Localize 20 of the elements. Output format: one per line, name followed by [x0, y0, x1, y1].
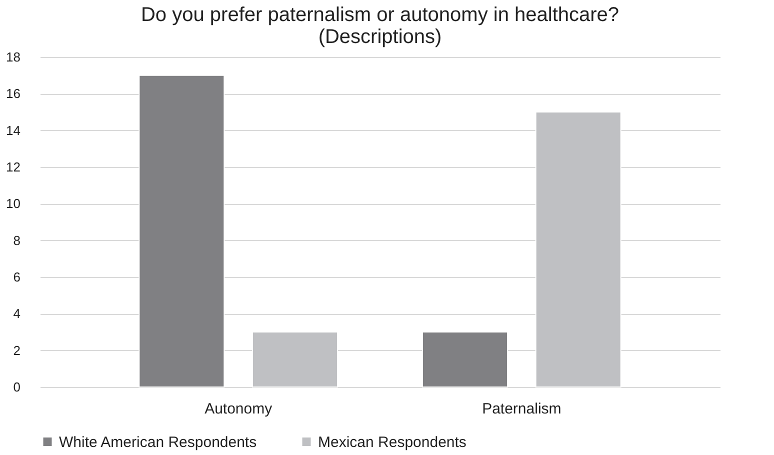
- bar: [252, 332, 338, 388]
- y-tick-label: 4: [13, 306, 20, 322]
- text: Do you prefer paternalism or autonomy in healthcare?: [140, 4, 620, 26]
- legend-label: Mexican Respondents: [318, 434, 466, 451]
- y-tick-label: 6: [13, 270, 20, 284]
- y-tick-label: 16: [6, 86, 20, 102]
- bar: [138, 74, 225, 388]
- y-tick-label: 8: [13, 232, 20, 248]
- x-tick-label: Paternalism: [482, 400, 562, 418]
- y-tick-label: 14: [6, 122, 20, 138]
- x-tick-label: Autonomy: [204, 400, 273, 418]
- legend-label: White American Respondents: [59, 434, 257, 451]
- y-tick-label: 12: [6, 160, 20, 174]
- y-tick-label: 10: [6, 196, 20, 212]
- y-tick-label: 0: [13, 380, 20, 394]
- bar: [422, 332, 508, 388]
- y-tick-label: 18: [6, 50, 20, 64]
- text: (Descriptions): [318, 26, 442, 48]
- y-tick-label: 2: [13, 342, 20, 358]
- bar: [535, 112, 622, 388]
